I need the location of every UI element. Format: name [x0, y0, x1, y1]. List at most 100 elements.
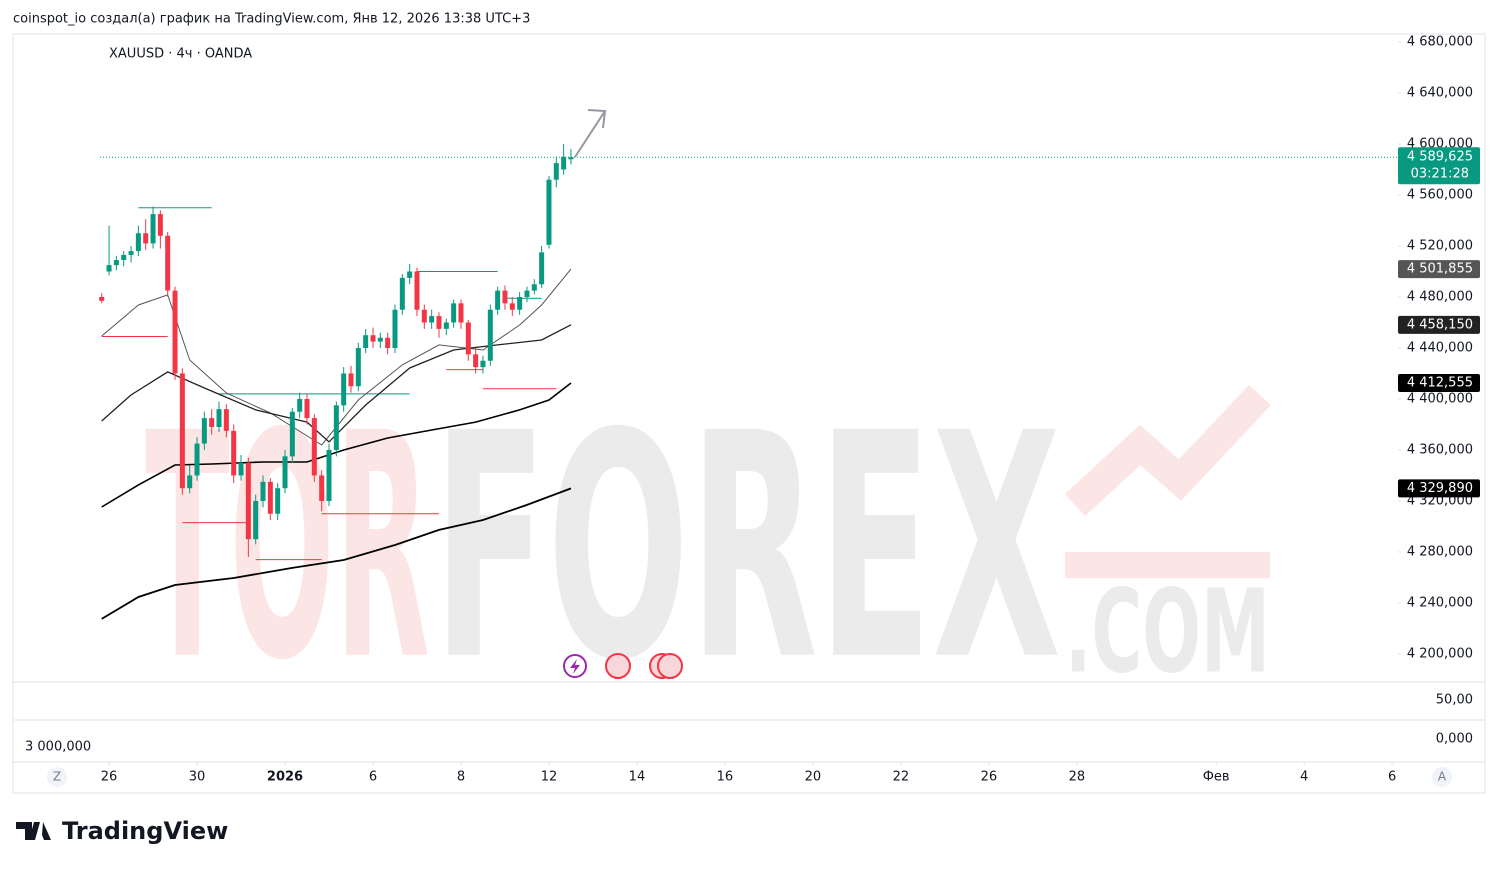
candle-body	[194, 443, 200, 476]
candle-body	[385, 337, 391, 348]
candle-body	[370, 335, 376, 342]
candle-body	[326, 449, 332, 501]
watermark: TOR FOREX .COM	[145, 368, 1271, 729]
event-icon[interactable]	[657, 653, 683, 679]
x-tick-label: 20	[805, 770, 822, 785]
candle-body	[121, 254, 127, 261]
candle-body	[311, 418, 317, 476]
x-tick-label: 6	[1388, 770, 1396, 785]
candle-body	[458, 303, 464, 323]
price-label: 4 412,555	[1407, 375, 1473, 390]
candle-body	[275, 488, 281, 514]
y-tick-label: 4 280,000	[1407, 544, 1473, 559]
x-tick-label: 4	[1300, 770, 1308, 785]
price-label: 4 458,150	[1407, 317, 1473, 332]
moving-average	[101, 268, 572, 446]
candle-body	[429, 316, 435, 323]
pane-label: 0,000	[1436, 732, 1473, 747]
candle-body	[451, 303, 457, 323]
x-tick-label: 28	[1069, 770, 1086, 785]
candle-body	[502, 290, 508, 304]
y-tick-label: 4 440,000	[1407, 340, 1473, 355]
candle-body	[106, 265, 112, 272]
x-tick-label: 14	[629, 770, 646, 785]
price-label-box	[1398, 373, 1480, 392]
y-tick-label: 4 200,000	[1407, 646, 1473, 661]
candle-body	[348, 373, 354, 387]
price-label-box	[1398, 315, 1480, 334]
candle-body	[568, 157, 574, 160]
watermark-logo	[1065, 552, 1270, 578]
candle-body	[319, 475, 325, 501]
candle-body	[443, 322, 449, 329]
candle-body	[113, 260, 119, 266]
candle-body	[524, 290, 530, 297]
candle-body	[333, 405, 339, 450]
candle-body	[355, 347, 361, 387]
candle-body	[260, 481, 266, 501]
price-label-box	[1398, 260, 1480, 279]
y-tick-label: 4 520,000	[1407, 238, 1473, 253]
button[interactable]	[47, 767, 67, 787]
candle-body	[289, 411, 295, 457]
y-tick-label: 4 400,000	[1407, 391, 1473, 406]
y-tick-label: 4 640,000	[1407, 86, 1473, 101]
candle-body	[172, 290, 178, 374]
x-tick-label: 8	[457, 770, 465, 785]
candle-body	[421, 309, 427, 323]
brand-icon	[16, 822, 51, 840]
candle-body	[231, 430, 237, 476]
pane-label: 50,00	[1436, 693, 1473, 708]
button-label[interactable]: A	[1438, 770, 1447, 784]
candle-body	[223, 409, 229, 431]
candle-body	[473, 354, 479, 368]
x-tick-label: Фев	[1203, 770, 1230, 785]
price-label: 4 329,890	[1407, 481, 1473, 496]
price-label: 4 501,855	[1407, 262, 1473, 277]
symbol-title: XAUUSD · 4ч · OANDA	[109, 47, 252, 62]
y-tick-label: 4 680,000	[1407, 35, 1473, 50]
x-tick-label: 16	[717, 770, 734, 785]
candle-body	[517, 296, 523, 310]
x-tick-label: 22	[893, 770, 910, 785]
candle-body	[399, 277, 405, 310]
brand-name: TradingView	[62, 817, 228, 845]
event-icon[interactable]	[605, 653, 631, 679]
watermark-logo	[1064, 384, 1271, 517]
x-tick-label: 26	[101, 770, 118, 785]
watermark-text: TOR	[145, 368, 430, 729]
candle-body	[495, 290, 501, 310]
candle-body	[216, 409, 222, 428]
candle-body	[539, 252, 545, 285]
candle-body	[99, 296, 105, 301]
candle-body	[341, 373, 347, 406]
button[interactable]	[1432, 767, 1452, 787]
countdown: 03:21:28	[1411, 167, 1469, 182]
candle-body	[465, 322, 471, 355]
arrow-annotation	[587, 109, 607, 129]
event-icon	[570, 659, 580, 674]
candle-body	[245, 462, 251, 540]
moving-average	[101, 487, 572, 620]
candle-body	[363, 335, 369, 348]
price-label-box	[1398, 479, 1480, 498]
moving-average	[101, 324, 572, 443]
x-tick-label: 6	[369, 770, 377, 785]
brand-logo: TradingView	[16, 817, 228, 845]
candle-body	[150, 214, 156, 244]
button-label[interactable]: Z	[53, 770, 61, 784]
candle-body	[165, 235, 171, 291]
candle-body	[531, 284, 537, 291]
candle-body	[201, 418, 207, 444]
candle-body	[179, 373, 185, 489]
candle-body	[561, 156, 567, 170]
frame	[12, 33, 1486, 794]
x-tick-label: 12	[541, 770, 558, 785]
last-price-label: 4 589,625	[1407, 150, 1473, 165]
candle-body	[253, 500, 259, 540]
pane-label: 3 000,000	[25, 740, 91, 755]
x-tick-label: 30	[189, 770, 206, 785]
candle-body	[135, 233, 141, 252]
